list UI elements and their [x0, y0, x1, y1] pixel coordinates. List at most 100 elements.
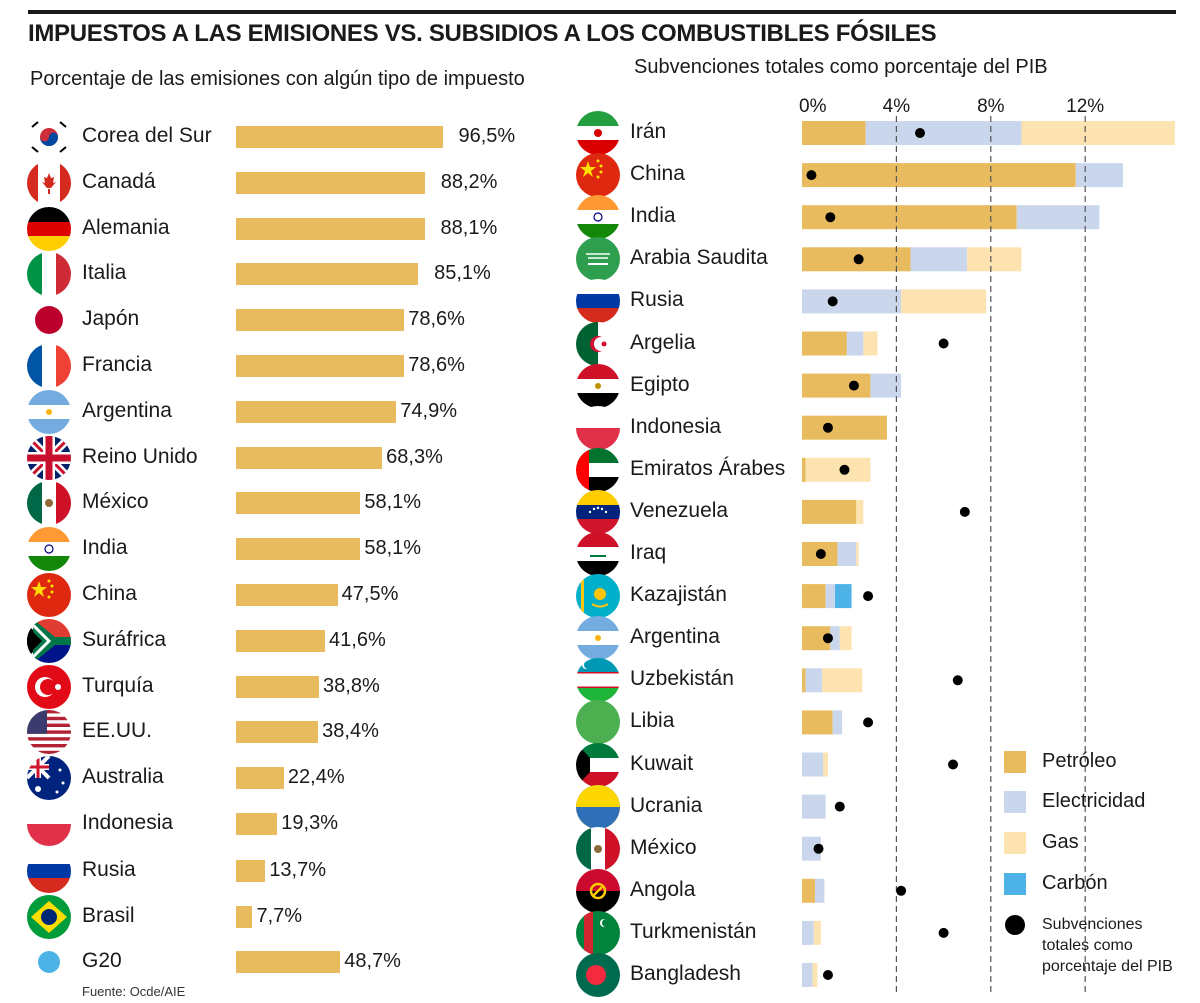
tax-country-label: Rusia — [82, 857, 136, 881]
subsidy-bar-gas-rusia — [901, 289, 987, 314]
emiratos-arabes-flag-icon — [576, 447, 620, 492]
tax-bar-argentina — [236, 400, 397, 423]
subsidy-total-dot-india — [825, 212, 836, 223]
tax-bar-mexico — [236, 492, 361, 515]
subsidy-total-dot-mexico — [813, 843, 824, 854]
axis-tick-label: 0% — [799, 96, 827, 117]
subsidy-country-label: Angola — [630, 877, 696, 901]
tax-country-label: India — [82, 536, 128, 560]
subsidy-country-label: Indonesia — [630, 414, 722, 438]
chart-title: IMPUESTOS A LAS EMISIONES VS. SUBSIDIOS … — [28, 20, 937, 47]
mexico-flag-icon — [576, 826, 620, 871]
left-chart-subtitle: Porcentaje de las emisiones con algún ti… — [30, 68, 525, 90]
rusia-flag-icon — [27, 848, 71, 893]
libia-flag-icon — [576, 700, 620, 745]
subsidy-total-dot-rusia — [827, 296, 838, 307]
axis-tick-label: 12% — [1066, 96, 1104, 117]
subsidy-country-label: Iraq — [630, 541, 667, 564]
rusia-flag-icon — [576, 279, 620, 324]
subsidy-bar-electricidad-china — [1075, 163, 1123, 188]
subsidy-bar-electricidad-argentina — [830, 626, 840, 651]
tax-value-label: 22,4% — [287, 766, 345, 789]
indonesia-flag-icon — [27, 802, 71, 846]
tax-value-label: 47,5% — [341, 583, 399, 605]
mexico-flag-icon — [27, 481, 71, 526]
tax-country-label: G20 — [82, 949, 122, 973]
kuwait-flag-icon — [576, 742, 620, 787]
subsidy-bar-petroleo-india — [802, 205, 1017, 230]
argentina-flag-icon — [576, 616, 620, 661]
tax-value-label: 88,2% — [440, 170, 498, 193]
tax-bar-indonesia — [236, 813, 278, 835]
tax-country-label: Corea del Sur — [82, 124, 212, 147]
subsidy-country-label: Irán — [630, 120, 667, 143]
legend-swatch-total-dot — [1005, 915, 1025, 935]
tax-bar-reino-unido — [236, 446, 383, 469]
tax-value-label: 68,3% — [386, 445, 443, 468]
tax-country-label: China — [82, 582, 137, 605]
tax-country-label: Australia — [82, 765, 164, 789]
right-chart-subtitle: Subvenciones totales como porcentaje del… — [634, 56, 1048, 78]
subsidy-bar-gas-arabia-saudita — [967, 247, 1022, 272]
subsidy-bar-electricidad-iraq — [837, 542, 857, 566]
tax-bar-brasil — [236, 905, 253, 928]
subsidy-bar-electricidad-uzbekistan — [805, 668, 823, 693]
subsidy-bar-petroleo-venezuela — [802, 499, 857, 524]
tax-country-label: Suráfrica — [82, 627, 167, 651]
tax-bar-turquia — [236, 675, 320, 698]
tax-country-label: Turquía — [82, 673, 154, 697]
iraq-flag-icon — [576, 532, 620, 576]
tax-country-label: Brasil — [82, 903, 135, 927]
subsidy-bar-gas-kuwait — [823, 752, 828, 777]
india-flag-icon — [576, 195, 620, 240]
subsidy-total-dot-iran — [915, 128, 925, 138]
axis-tick-label: 8% — [977, 96, 1005, 117]
indonesia-flag-icon — [576, 405, 620, 450]
tax-bar-india — [236, 538, 361, 561]
tax-country-label: Reino Unido — [82, 444, 198, 468]
subsidy-total-dot-bangladesh — [822, 970, 833, 980]
tax-bar-australia — [236, 767, 284, 790]
subsidy-bar-petroleo-kazajistan — [802, 584, 826, 609]
subsidy-bar-gas-turkmenistan — [813, 920, 821, 945]
subsidy-bar-electricidad-kuwait — [802, 752, 824, 777]
subsidy-country-label: Uzbekistán — [630, 667, 734, 691]
tax-value-label: 78,6% — [408, 354, 465, 376]
source-note: Fuente: Ocde/AIE — [82, 984, 186, 999]
tax-value-label: 58,1% — [364, 537, 422, 560]
tax-bar-italia — [236, 263, 419, 286]
corea-del-sur-flag-icon — [27, 115, 71, 159]
subsidy-total-dot-argentina — [822, 633, 833, 644]
legend-swatch-petroleo — [1004, 751, 1026, 773]
iran-flag-icon — [576, 111, 620, 155]
subsidy-bar-electricidad-angola — [814, 878, 825, 903]
subsidy-bar-electricidad-kazajistan — [825, 584, 836, 609]
turkmenistan-flag-icon — [576, 910, 620, 955]
subsidy-country-label: Emiratos Árabes — [630, 456, 786, 480]
subsidy-bar-gas-uzbekistan — [822, 668, 863, 693]
subsidy-country-label: México — [630, 835, 697, 859]
arabia-saudita-flag-icon — [576, 237, 620, 282]
tax-country-label: Canadá — [82, 169, 156, 193]
legend-swatch-carbon — [1004, 873, 1026, 895]
angola-flag-icon — [576, 868, 620, 913]
japon-flag-icon — [27, 298, 71, 343]
subsidy-bar-electricidad-argelia — [846, 331, 864, 356]
tax-bar-g20 — [236, 951, 341, 974]
subsidy-total-dot-indonesia — [822, 422, 833, 433]
brasil-flag-icon — [27, 894, 71, 939]
subsidy-total-dot-emiratos-arabes — [839, 464, 850, 475]
subsidy-bar-electricidad-libia — [832, 710, 843, 735]
tax-value-label: 41,6% — [329, 628, 386, 651]
tax-bar-alemania — [236, 217, 425, 240]
subsidy-country-label: Rusia — [630, 288, 684, 312]
subsidy-total-dot-egipto — [848, 380, 859, 391]
subsidy-bar-petroleo-uzbekistan — [802, 668, 806, 693]
g20-flag-icon — [27, 940, 71, 984]
tax-value-label: 88,1% — [440, 216, 498, 239]
tax-value-label: 58,1% — [364, 491, 422, 514]
alemania-flag-icon — [27, 206, 71, 251]
subsidy-bar-electricidad-rusia — [802, 289, 902, 314]
subsidy-total-dot-kazajistan — [863, 591, 874, 602]
legend-label-electricidad: Electricidad — [1042, 790, 1146, 812]
